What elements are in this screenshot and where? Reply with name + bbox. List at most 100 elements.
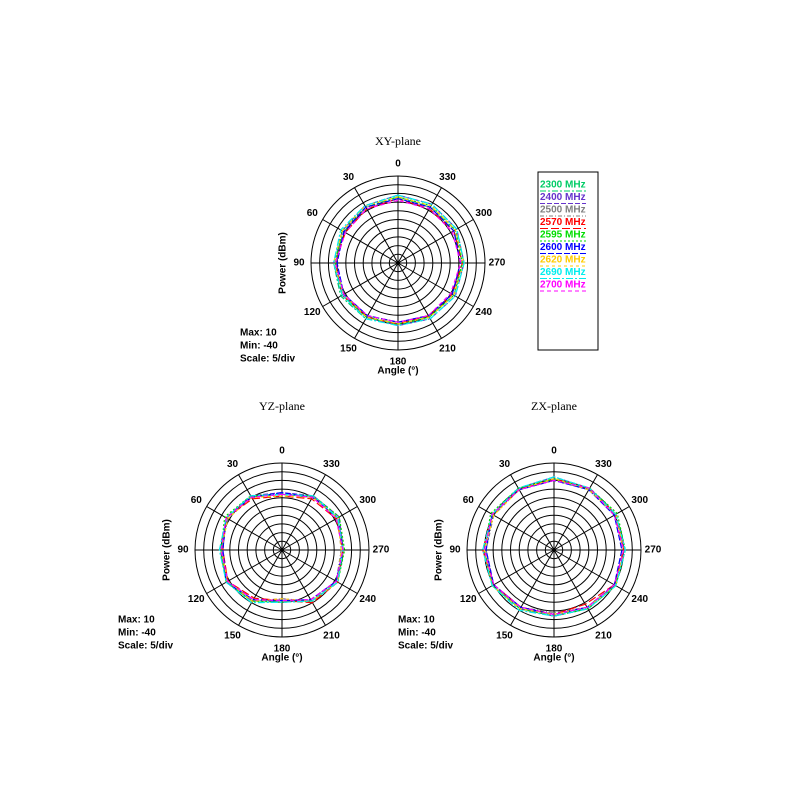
annotation: Max: 10	[240, 328, 277, 339]
angle-tick-label: 330	[323, 459, 340, 470]
annotation: Min: -40	[398, 628, 436, 639]
polar-chart: YZ-plane 0 30 60 90 120 150 180 210 240 270 300 330 A…	[118, 399, 390, 664]
angle-tick-label: 180	[274, 644, 291, 655]
angle-tick-label: 90	[449, 545, 461, 556]
legend-label: 2500 MHz	[540, 205, 586, 216]
grid-spoke	[238, 549, 283, 626]
pattern-line	[332, 196, 465, 325]
axis-label: Power (dBm)	[162, 519, 173, 581]
angle-tick-label: 300	[359, 495, 376, 506]
polar-chart: ZX-plane 0 30 60 90 120 150 180 210 240 270 300 330 A…	[398, 399, 662, 664]
grid-spoke	[397, 187, 442, 264]
annotation: Scale: 5/div	[118, 641, 173, 652]
grid-spoke	[510, 474, 555, 551]
chart-title: XY-plane	[375, 134, 421, 148]
angle-tick-label: 210	[439, 343, 456, 354]
angle-tick-label: 270	[645, 545, 662, 556]
grid-spoke	[238, 474, 283, 551]
polar-chart: XY-plane 0 30 60 90 120 150 180 210 240 270 300 330 A…	[240, 134, 599, 377]
grid-spoke	[553, 549, 630, 594]
grid-spoke	[281, 549, 358, 594]
angle-tick-label: 30	[499, 459, 511, 470]
angle-tick-label: 0	[551, 446, 557, 457]
pattern-line	[334, 199, 462, 323]
angle-tick-label: 30	[227, 459, 239, 470]
angle-tick-label: 0	[395, 159, 401, 170]
grid-spoke	[510, 549, 555, 626]
angle-tick-label: 180	[546, 644, 563, 655]
angle-tick-label: 180	[390, 357, 407, 368]
angle-tick-label: 240	[631, 594, 648, 605]
grid-spoke	[397, 262, 442, 339]
angle-tick-label: 150	[224, 630, 241, 641]
pattern-line	[483, 478, 626, 617]
grid-spoke	[478, 506, 555, 551]
angle-tick-label: 270	[489, 258, 506, 269]
axis-label: Power (dBm)	[434, 519, 445, 581]
pattern-line	[220, 493, 344, 602]
grid-spoke	[206, 549, 283, 594]
axis-label: Angle (°)	[261, 653, 302, 664]
angle-tick-label: 330	[439, 172, 456, 183]
angle-tick-label: 270	[373, 545, 390, 556]
legend-label: 2690 MHz	[540, 267, 586, 278]
angle-tick-label: 240	[359, 594, 376, 605]
pattern-line	[483, 478, 625, 616]
grid-spoke	[397, 262, 474, 307]
angle-tick-label: 0	[279, 446, 285, 457]
annotation: Scale: 5/div	[398, 641, 453, 652]
angle-tick-label: 240	[475, 307, 492, 318]
grid-spoke	[206, 506, 283, 551]
angle-tick-label: 60	[307, 208, 319, 219]
chart-title: ZX-plane	[531, 399, 577, 413]
annotation: Max: 10	[398, 615, 435, 626]
axis-label: Power (dBm)	[278, 232, 289, 294]
annotation: Min: -40	[240, 341, 278, 352]
grid-spoke	[553, 474, 598, 551]
grid-spoke	[281, 506, 358, 551]
grid-spoke	[322, 262, 399, 307]
angle-tick-label: 120	[460, 594, 477, 605]
pattern-line	[483, 479, 625, 616]
axis-label: Angle (°)	[533, 653, 574, 664]
annotation: Min: -40	[118, 628, 156, 639]
grid-spoke	[397, 219, 474, 264]
grid-spoke	[322, 219, 399, 264]
legend-label: 2620 MHz	[540, 255, 586, 266]
angle-tick-label: 150	[496, 630, 513, 641]
angle-tick-label: 90	[177, 545, 189, 556]
angle-tick-label: 150	[340, 343, 357, 354]
grid-spoke	[354, 262, 399, 339]
annotation: Max: 10	[118, 615, 155, 626]
angle-tick-label: 210	[323, 630, 340, 641]
legend-label: 2400 MHz	[540, 192, 586, 203]
grid-spoke	[478, 549, 555, 594]
legend-label: 2700 MHz	[540, 280, 586, 291]
grid-spoke	[553, 549, 598, 626]
pattern-line	[332, 194, 465, 327]
chart-title: YZ-plane	[259, 399, 305, 413]
angle-tick-label: 60	[191, 495, 203, 506]
angle-tick-label: 300	[631, 495, 648, 506]
grid-spoke	[281, 549, 326, 626]
angle-tick-label: 60	[463, 495, 475, 506]
grid-spoke	[354, 187, 399, 264]
annotation: Scale: 5/div	[240, 354, 295, 365]
legend-box	[537, 171, 599, 351]
angle-tick-label: 30	[343, 172, 355, 183]
legend-label: 2570 MHz	[540, 217, 586, 228]
angle-tick-label: 210	[595, 630, 612, 641]
grid-spoke	[281, 474, 326, 551]
pattern-line	[220, 495, 342, 602]
pattern-line	[220, 493, 346, 603]
legend-label: 2600 MHz	[540, 242, 586, 253]
legend-label: 2595 MHz	[540, 230, 586, 241]
pattern-line	[222, 491, 344, 603]
angle-tick-label: 330	[595, 459, 612, 470]
angle-tick-label: 300	[475, 208, 492, 219]
angle-tick-label: 90	[293, 258, 305, 269]
angle-tick-label: 120	[188, 594, 205, 605]
legend-label: 2300 MHz	[540, 180, 586, 191]
angle-tick-label: 120	[304, 307, 321, 318]
